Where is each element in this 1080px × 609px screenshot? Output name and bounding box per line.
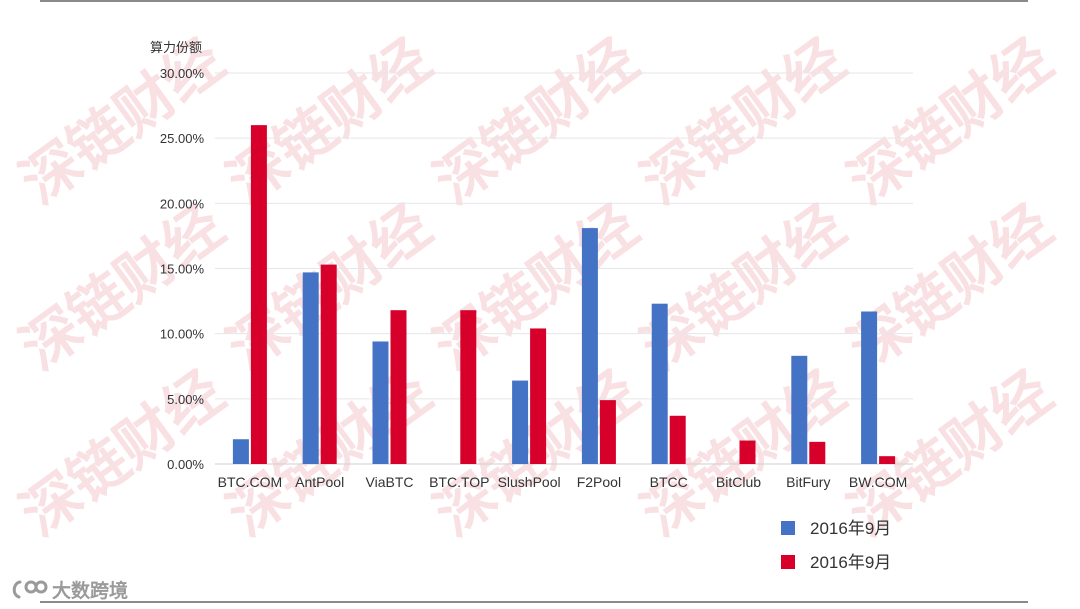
x-tick-label: BitClub: [716, 474, 761, 490]
bar-series-a: [791, 355, 808, 464]
brand-logo-icon: [12, 580, 48, 598]
x-tick-label: BTC.COM: [218, 474, 283, 490]
x-tick-label: SlushPool: [498, 474, 561, 490]
legend-label: 2016年9月: [810, 553, 891, 572]
bar-series-a: [861, 311, 878, 464]
bar-series-b: [250, 125, 267, 464]
x-tick-label: F2Pool: [577, 474, 621, 490]
legend: 2016年9月 2016年9月: [781, 519, 891, 572]
bar-series-b: [460, 310, 477, 464]
legend-swatch: [781, 555, 795, 569]
bar-series-b: [320, 264, 337, 464]
watermark-text: 深链财经: [10, 193, 236, 382]
y-tick-label: 0.00%: [167, 457, 204, 472]
y-tick-label: 10.00%: [160, 327, 205, 342]
y-tick-label: 15.00%: [160, 262, 205, 277]
y-tick-label: 5.00%: [167, 392, 204, 407]
y-tick-label: 25.00%: [160, 131, 205, 146]
bar-series-a: [651, 303, 668, 464]
bar-series-a: [302, 272, 319, 464]
watermark-text: 深链财经: [10, 27, 236, 216]
bar-series-b: [599, 400, 616, 464]
bottom-rule: [40, 601, 1028, 603]
y-tick-label: 20.00%: [160, 196, 205, 211]
watermark-text: 深链财经: [10, 359, 236, 548]
x-tick-label: AntPool: [295, 474, 344, 490]
legend-label: 2016年9月: [810, 519, 891, 538]
bar-series-b: [809, 441, 826, 464]
watermark-text: 深链财经: [217, 27, 443, 216]
bar-series-b: [530, 328, 547, 464]
y-tick-label: 30.00%: [160, 66, 205, 81]
x-tick-label: BW.COM: [849, 474, 907, 490]
brand-footer: 大数跨境: [10, 576, 128, 603]
y-tick-labels: 0.00% 5.00% 10.00% 15.00% 20.00% 25.00% 30.00%: [160, 66, 205, 472]
bar-series-b: [669, 415, 686, 464]
legend-swatch: [781, 521, 795, 535]
x-tick-label: BTCC: [650, 474, 688, 490]
bar-series-a: [512, 380, 529, 464]
bar-series-a: [232, 439, 249, 464]
bar-series-b: [739, 440, 756, 464]
bar-series-b: [390, 310, 407, 464]
bar-series-b: [879, 456, 896, 464]
y-axis-label: 算力份额: [150, 40, 202, 55]
bars: [232, 125, 896, 464]
x-tick-label: ViaBTC: [366, 474, 414, 490]
top-rule: [40, 0, 1028, 2]
bar-series-a: [372, 341, 389, 464]
x-tick-label: BTC.TOP: [429, 474, 489, 490]
brand-text: 大数跨境: [52, 581, 129, 602]
x-tick-label: BitFury: [786, 474, 830, 490]
bar-series-a: [581, 228, 598, 464]
watermark-text: 深链财经: [631, 27, 857, 216]
watermark-text: 深链财经: [838, 27, 1064, 216]
watermark-text: 深链财经: [424, 27, 650, 216]
x-tick-labels: BTC.COM AntPool ViaBTC BTC.TOP SlushPool F2Po…: [218, 474, 908, 490]
